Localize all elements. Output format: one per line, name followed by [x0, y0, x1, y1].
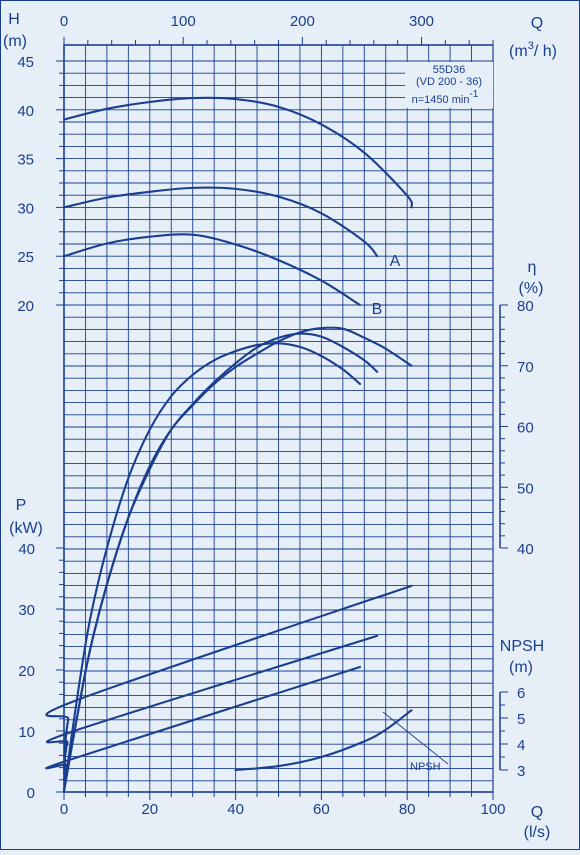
x-top-tick-label: 200 — [290, 13, 315, 30]
x-bottom-title: Q — [531, 804, 543, 821]
x-top-unit: (m3/ h) — [509, 40, 557, 60]
efficiency-curve — [62, 332, 379, 793]
power-curve — [45, 584, 413, 769]
y-h-tick-label: 20 — [17, 298, 34, 315]
y-h-tick-label: 45 — [17, 54, 34, 71]
curve-label-b: B — [372, 301, 383, 318]
y-eta-tick-label: 80 — [517, 298, 534, 315]
y-p-tick-label: 0 — [27, 785, 35, 802]
npsh-annotation: NPSH — [410, 761, 441, 773]
y-eta-tick-label: 70 — [517, 359, 534, 376]
chart-title-superscript: -1 — [469, 89, 478, 100]
x-top-unit-part: (m — [509, 43, 528, 60]
x-bottom-tick-label: 0 — [60, 801, 68, 818]
x-bottom-tick-label: 100 — [480, 801, 505, 818]
y-h-unit: (m) — [3, 33, 27, 50]
x-bottom-tick-label: 60 — [313, 801, 330, 818]
power-curve — [45, 634, 379, 775]
y-eta-unit: (%) — [519, 280, 544, 297]
y-p-tick-label: 40 — [18, 541, 35, 558]
chart-title-line-3: n=1450 min-1 — [412, 89, 479, 106]
chart-title-line-2: (VD 200 - 36) — [416, 76, 482, 88]
power-curve — [45, 665, 362, 781]
labels: Q(l/s)Q(m3/ h)H(m)P(kW)η(%)NPSH(m)55D36(… — [3, 11, 557, 841]
y-p-tick-label: 10 — [18, 724, 35, 741]
chart-title-speed: n=1450 min — [412, 94, 470, 106]
y-p-tick-label: 30 — [18, 602, 35, 619]
x-bottom-tick-label: 80 — [399, 801, 416, 818]
x-bottom-tick-label: 40 — [227, 801, 244, 818]
y-npsh-unit: (m) — [509, 659, 533, 676]
y-h-tick-label: 25 — [17, 249, 34, 266]
y-npsh-tick-label: 4 — [517, 737, 525, 754]
x-top-unit-part: / h) — [534, 43, 557, 60]
y-eta-tick-label: 40 — [517, 541, 534, 558]
y-eta-title: η — [528, 259, 537, 276]
y-h-title: H — [8, 11, 20, 28]
y-h-tick-label: 40 — [17, 103, 34, 120]
head-curve — [62, 186, 379, 258]
y-eta-tick-label: 50 — [517, 480, 534, 497]
y-h-tick-label: 35 — [17, 152, 34, 169]
grid — [63, 44, 494, 793]
y-npsh-tick-label: 3 — [517, 763, 525, 780]
x-top-tick-label: 0 — [60, 13, 68, 30]
chart-title-line-1: 55D36 — [433, 64, 465, 76]
y-p-tick-label: 20 — [18, 663, 35, 680]
x-top-tick-label: 300 — [409, 13, 434, 30]
head-curve — [62, 233, 362, 307]
npsh-curve — [234, 709, 413, 772]
y-h-tick-label: 30 — [17, 200, 34, 217]
curves — [45, 96, 414, 793]
head-curve — [62, 96, 414, 209]
x-top-unit-superscript: 3 — [528, 40, 534, 52]
y-p-unit: (kW) — [9, 520, 43, 537]
curve-label-a: A — [390, 253, 401, 270]
efficiency-curve — [62, 342, 362, 793]
y-npsh-tick-label: 5 — [517, 711, 525, 728]
y-p-title: P — [16, 497, 27, 514]
y-eta-tick-label: 60 — [517, 420, 534, 437]
npsh-leader-line — [382, 711, 449, 765]
x-top-title: Q — [531, 15, 543, 32]
y-npsh-title: NPSH — [500, 638, 544, 655]
x-bottom-unit: (l/s) — [524, 824, 551, 841]
title-box — [405, 62, 493, 108]
y-npsh-tick-label: 6 — [517, 685, 525, 702]
x-bottom-tick-label: 20 — [141, 801, 158, 818]
x-top-tick-label: 100 — [171, 13, 196, 30]
